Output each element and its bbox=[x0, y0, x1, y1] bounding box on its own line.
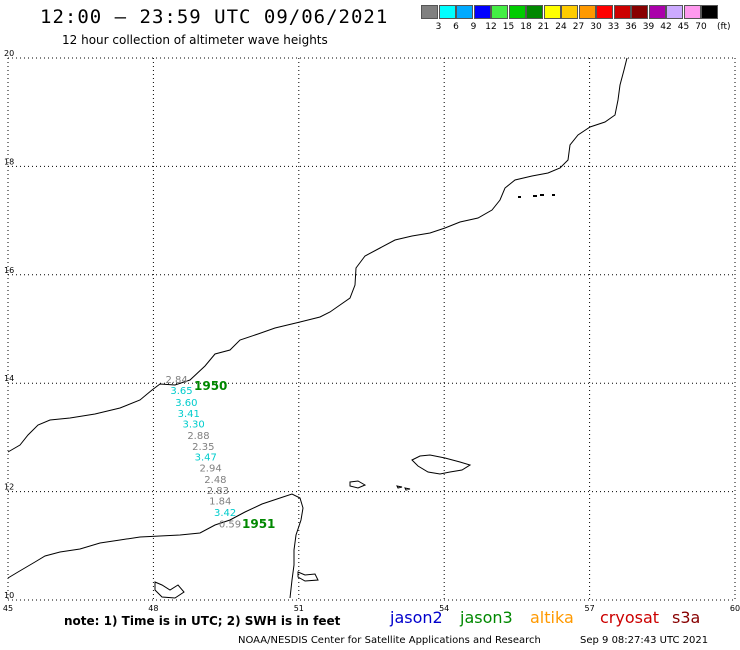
footer-note: note: 1) Time is in UTC; 2) SWH is in fe… bbox=[64, 614, 341, 628]
wave-height-value: 3.41 bbox=[178, 409, 200, 420]
colorbar-label: 12 bbox=[485, 22, 497, 32]
colorbar-swatch bbox=[508, 5, 526, 19]
colorbar-label: 18 bbox=[520, 22, 532, 32]
colorbar-label: 39 bbox=[642, 22, 655, 32]
satellite-legend-item: altika bbox=[530, 608, 574, 627]
coastline bbox=[7, 57, 628, 599]
colorbar-swatch bbox=[491, 5, 508, 19]
wave-height-value: 3.65 bbox=[170, 386, 192, 397]
lat-tick-label: 18 bbox=[4, 157, 14, 166]
colorbar-swatch bbox=[561, 5, 578, 19]
colorbar-swatch bbox=[648, 5, 666, 19]
wave-height-value: 3.60 bbox=[175, 398, 197, 409]
colorbar-label: 70 bbox=[695, 22, 707, 32]
coastline-socotra bbox=[411, 454, 472, 475]
wave-height-value: 2.88 bbox=[187, 431, 209, 442]
colorbar-swatch bbox=[421, 5, 438, 19]
wave-height-value: 3.30 bbox=[182, 420, 204, 431]
lon-tick-label: 48 bbox=[148, 604, 158, 613]
credit-text: NOAA/NESDIS Center for Satellite Applica… bbox=[238, 635, 541, 646]
wave-height-value: 2.94 bbox=[199, 464, 221, 475]
wave-height-value: 0.59 bbox=[219, 519, 241, 530]
colorbar-unit: (ft) bbox=[717, 22, 731, 32]
lat-tick-label: 14 bbox=[4, 374, 14, 383]
satellite-legend-item: jason2 bbox=[390, 608, 443, 627]
coastline-islet-3 bbox=[297, 571, 319, 582]
colorbar-swatch bbox=[683, 5, 701, 19]
colorbar-label: 42 bbox=[660, 22, 672, 32]
wave-height-value: 3.47 bbox=[195, 453, 217, 464]
lat-tick-label: 12 bbox=[4, 483, 14, 492]
satellite-legend-item: jason3 bbox=[460, 608, 513, 627]
lat-tick-label: 20 bbox=[4, 49, 14, 58]
lat-tick-label: 16 bbox=[4, 266, 14, 275]
colorbar-label: 27 bbox=[572, 22, 585, 32]
pass-label-end: 1951 bbox=[242, 517, 275, 531]
lon-tick-label: 54 bbox=[439, 604, 449, 613]
colorbar-swatch bbox=[701, 5, 718, 19]
colorbar-label: 45 bbox=[677, 22, 690, 32]
lon-tick-label: 60 bbox=[730, 604, 740, 613]
map-subtitle: 12 hour collection of altimeter wave hei… bbox=[62, 33, 328, 47]
coastline-arabia bbox=[7, 57, 628, 453]
colorbar-swatch bbox=[666, 5, 683, 19]
satellite-legend-item: s3a bbox=[672, 608, 701, 627]
colorbar-swatch bbox=[578, 5, 596, 19]
lon-tick-label: 45 bbox=[3, 604, 13, 613]
colorbar-label: 24 bbox=[555, 22, 567, 32]
satellite-legend-item: cryosat bbox=[600, 608, 660, 627]
wave-height-value: 2.48 bbox=[204, 475, 226, 486]
coastline-somalia bbox=[7, 493, 304, 599]
colorbar-label: 30 bbox=[590, 22, 602, 32]
coastline-islet-2 bbox=[396, 485, 411, 491]
coastline-kuria-muria bbox=[518, 194, 555, 198]
wave-height-value: 2.84 bbox=[166, 375, 188, 386]
wave-height-value: 2.83 bbox=[207, 486, 229, 497]
colorbar-swatch bbox=[613, 5, 631, 19]
colorbar-swatch bbox=[631, 5, 648, 19]
lon-tick-label: 57 bbox=[585, 604, 595, 613]
colorbar-label: 6 bbox=[453, 22, 459, 32]
colorbar-swatch bbox=[526, 5, 543, 19]
coastline-islet-4 bbox=[154, 581, 185, 599]
colorbar-label: 15 bbox=[502, 22, 515, 32]
grid-lines bbox=[7, 57, 736, 601]
wave-height-value: 3.42 bbox=[214, 508, 236, 519]
map-title: 12:00 – 23:59 UTC 09/06/2021 bbox=[40, 6, 389, 28]
colorbar-label: 3 bbox=[435, 22, 442, 32]
lat-tick-label: 10 bbox=[4, 591, 14, 600]
colorbar-label: 9 bbox=[470, 22, 477, 32]
wave-height-value: 1.84 bbox=[209, 497, 231, 508]
colorbar-swatch bbox=[473, 5, 491, 19]
colorbar-label: 33 bbox=[607, 22, 620, 32]
lon-tick-label: 51 bbox=[294, 604, 304, 613]
colorbar-swatch bbox=[543, 5, 561, 19]
pass-label-start: 1950 bbox=[194, 379, 227, 393]
timestamp: Sep 9 08:27:43 UTC 2021 bbox=[580, 635, 709, 646]
coastline-islet-1 bbox=[349, 480, 367, 489]
colorbar-swatch bbox=[596, 5, 613, 19]
colorbar-label: 21 bbox=[537, 22, 550, 32]
colorbar-label: 36 bbox=[625, 22, 637, 32]
colorbar-swatch bbox=[438, 5, 456, 19]
colorbar-swatch bbox=[456, 5, 473, 19]
wave-height-value: 2.35 bbox=[192, 442, 214, 453]
